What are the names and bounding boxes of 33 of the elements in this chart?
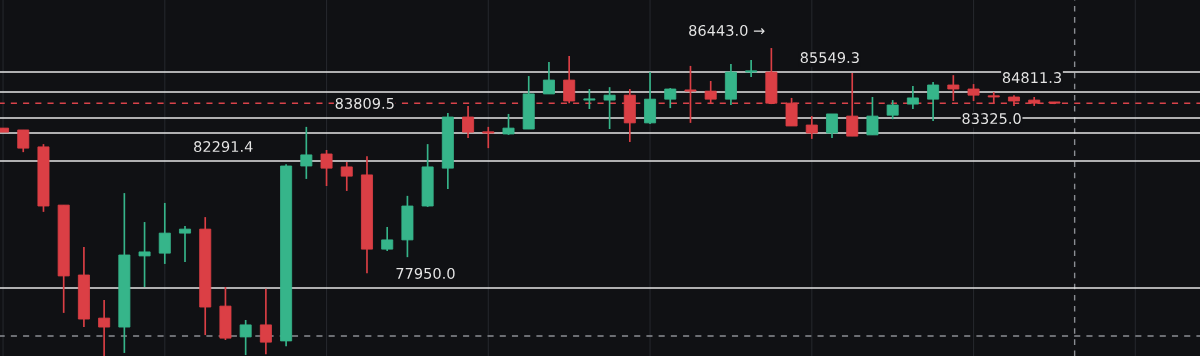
candlestick: [906, 85, 919, 110]
candlestick: [542, 61, 555, 95]
candlestick: [300, 126, 313, 180]
annotation: 82291.4: [194, 141, 253, 153]
candlestick: [745, 59, 758, 78]
text: 86443.0 →: [689, 24, 765, 36]
candlestick: [259, 288, 272, 355]
candlestick: [340, 161, 353, 192]
candlestick: [644, 71, 657, 125]
candlestick: [320, 149, 333, 187]
candlestick: [886, 99, 899, 121]
annotation: 84811.3: [1002, 72, 1061, 84]
candlestick: [158, 202, 171, 265]
candlestick: [17, 129, 30, 153]
candlestick: [239, 319, 252, 356]
candlestick: [179, 225, 191, 263]
candlestick: [138, 221, 151, 288]
candlestick: [603, 86, 616, 130]
annotation: 77950.0: [396, 267, 455, 279]
candlestick: [583, 88, 596, 110]
annotation: 83809.5: [335, 97, 394, 109]
candlestick: [502, 113, 515, 136]
annotation: 83325.0: [962, 113, 1021, 125]
annotation: 85549.3: [800, 52, 859, 64]
candlestick: [482, 126, 495, 149]
candlestick: [805, 115, 818, 140]
candlestick: [664, 87, 677, 109]
candlestick: [826, 113, 838, 139]
candlestick: [866, 96, 879, 136]
candlestick: [98, 299, 111, 356]
candlestick: [927, 81, 940, 122]
candlestick: [381, 226, 394, 252]
candlestick: [462, 105, 475, 139]
